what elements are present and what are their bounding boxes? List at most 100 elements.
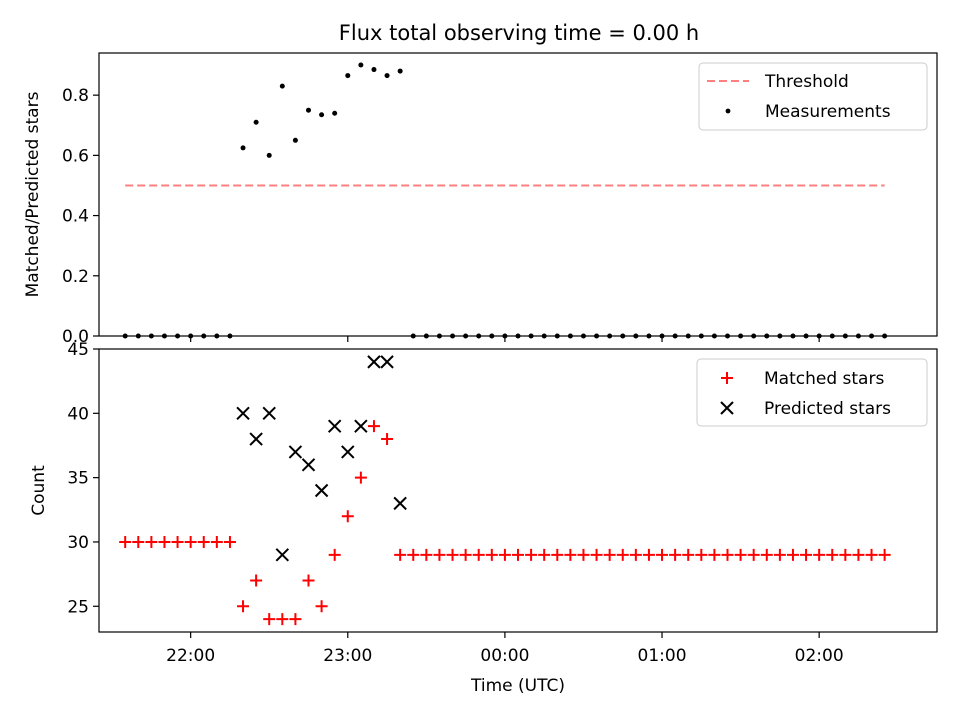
bottom-x-axis: 22:00 23:00 00:00 01:00 02:00 <box>166 632 844 666</box>
matched-star-point <box>302 574 315 587</box>
matched-star-point <box>184 535 197 548</box>
measurement-point <box>240 145 246 151</box>
matched-star-point <box>747 548 760 561</box>
matched-star-point <box>695 548 708 561</box>
matched-star-point <box>197 535 210 548</box>
top-y-tick-label: 0.0 <box>62 327 89 347</box>
measurement-point <box>161 333 167 339</box>
matched-star-point <box>564 548 577 561</box>
legend-threshold-label: Threshold <box>764 72 849 92</box>
top-y-tick-label: 0.2 <box>62 267 89 287</box>
measurement-point <box>135 333 141 339</box>
matched-star-point <box>708 548 721 561</box>
matched-star-point <box>800 548 813 561</box>
measurement-point <box>253 119 259 125</box>
measurement-point <box>528 333 534 339</box>
predicted-star-point <box>288 445 303 459</box>
measurement-point <box>567 333 573 339</box>
matched-star-point <box>551 548 564 561</box>
bottom-y-tick-label: 35 <box>67 469 89 489</box>
measurement-point <box>594 333 600 339</box>
measurement-point <box>436 333 442 339</box>
matched-star-point <box>381 433 394 446</box>
measurement-point <box>829 333 835 339</box>
x-tick-label: 00:00 <box>480 646 529 666</box>
measurement-point <box>672 333 678 339</box>
measurement-point <box>214 333 220 339</box>
matched-star-point <box>656 548 669 561</box>
matched-star-point <box>341 510 354 523</box>
measurement-point <box>790 333 796 339</box>
matched-star-point <box>132 535 145 548</box>
matched-star-point <box>237 600 250 613</box>
matched-star-point <box>145 535 158 548</box>
measurement-point <box>725 333 730 339</box>
measurement-point <box>803 333 809 339</box>
matched-star-point <box>263 613 276 626</box>
x-tick-label: 02:00 <box>795 646 844 666</box>
measurement-point <box>620 333 626 339</box>
predicted-star-point <box>262 406 276 421</box>
matched-star-point <box>446 548 459 561</box>
measurements-series <box>122 62 888 339</box>
matched-star-point <box>734 548 747 561</box>
measurement-point <box>266 152 272 158</box>
measurement-point <box>777 333 783 339</box>
predicted-star-point <box>367 355 381 369</box>
matched-star-point <box>328 548 341 561</box>
bottom-y-tick-label: 40 <box>67 404 89 424</box>
measurement-point <box>489 333 495 339</box>
top-y-axis: 0.0 0.2 0.4 0.6 0.8 <box>62 86 99 347</box>
measurement-point <box>738 333 744 339</box>
top-legend: Threshold Measurements <box>698 62 928 131</box>
predicted-star-point <box>393 496 407 511</box>
measurement-point <box>580 333 586 339</box>
matched-star-point <box>590 548 603 561</box>
matched-star-point <box>433 548 446 561</box>
measurement-point <box>685 333 691 339</box>
measurement-point <box>279 83 285 89</box>
predicted-star-point <box>341 445 355 459</box>
matched-star-point <box>616 548 629 561</box>
bottom-legend: Matched stars Predicted stars <box>696 358 928 427</box>
measurement-point <box>227 333 233 339</box>
measurement-point <box>541 333 547 339</box>
matched-star-point <box>210 535 223 548</box>
legend-predicted-label: Predicted stars <box>764 399 891 419</box>
matched-star-point <box>878 548 891 561</box>
measurement-point <box>554 333 560 339</box>
matched-star-point <box>512 548 524 561</box>
measurement-point <box>476 333 482 339</box>
matched-star-point <box>367 420 380 433</box>
measurement-point <box>607 333 613 339</box>
measurement-point <box>319 112 325 118</box>
matched-star-point <box>538 548 551 561</box>
measurement-point <box>371 67 377 73</box>
matched-star-point <box>525 548 538 561</box>
matched-star-point <box>407 548 420 561</box>
predicted-stars-series <box>236 355 407 562</box>
measurement-point <box>855 333 861 339</box>
matched-star-point <box>394 548 407 561</box>
predicted-star-point <box>236 406 250 421</box>
bottom-panel: 25 30 35 40 45 22:00 23:00 00:00 01:00 02:00 Cou… <box>29 340 938 696</box>
measurement-point <box>384 73 390 79</box>
measurement-point <box>646 333 652 339</box>
matched-star-point <box>276 613 289 626</box>
bottom-plot-frame <box>98 348 938 633</box>
matched-star-point <box>315 600 328 613</box>
top-legend-box <box>698 62 928 131</box>
top-y-axis-label: Matched/Predicted stars <box>23 91 43 297</box>
matched-star-point <box>865 548 878 561</box>
measurement-point <box>764 333 770 339</box>
matched-star-point <box>852 548 865 561</box>
measurement-point <box>292 137 298 143</box>
measurement-point <box>397 68 403 74</box>
matched-star-point <box>682 548 695 561</box>
measurement-point <box>698 333 704 339</box>
matched-star-point <box>669 548 682 561</box>
measurement-point <box>423 333 429 339</box>
measurement-point <box>842 333 848 339</box>
matched-star-point <box>459 548 472 561</box>
matched-star-point <box>420 548 433 561</box>
